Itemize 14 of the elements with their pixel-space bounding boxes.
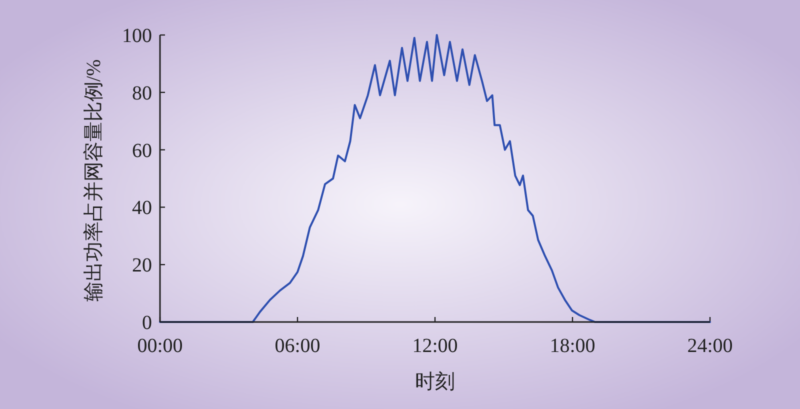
y-tick-label: 60: [132, 140, 152, 162]
x-tick-label: 12:00: [412, 335, 458, 357]
x-tick-label: 06:00: [274, 335, 320, 357]
x-tick-label: 18:00: [550, 335, 596, 357]
y-tick-label: 20: [132, 254, 152, 277]
x-tick-label: 24:00: [687, 335, 733, 357]
y-tick-label: 0: [142, 312, 152, 334]
y-axis-title: 输出功率占并网容量比例/%: [83, 59, 105, 302]
x-axis-title: 时刻: [415, 371, 455, 393]
x-tick-label: 00:00: [137, 335, 183, 357]
y-tick-label: 40: [132, 197, 152, 220]
y-tick-label: 100: [122, 25, 152, 47]
line-series: [159, 34, 711, 323]
y-tick-label: 80: [132, 82, 152, 104]
